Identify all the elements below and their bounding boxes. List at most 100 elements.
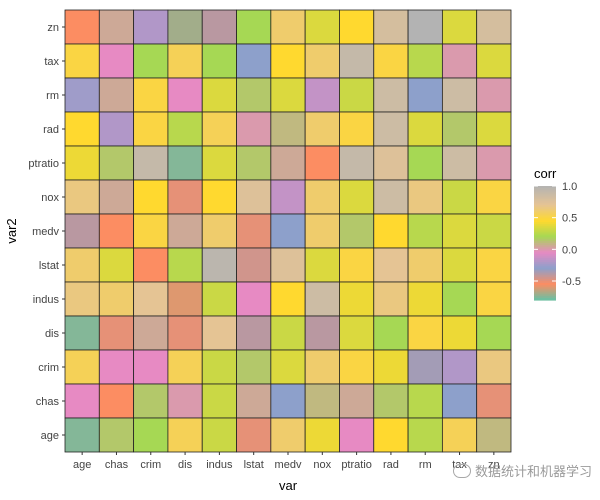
heatmap-cell-rm-dis [167,77,203,113]
legend-swatch [534,256,556,259]
legend-swatch [534,225,556,229]
heatmap-cell-nox-indus [201,179,237,215]
heatmap-cell-tax-rm [407,43,443,79]
legend-swatch [534,298,556,301]
heatmap-cell-indus-indus [201,281,237,317]
legend-swatch [534,203,556,206]
heatmap-cell-nox-rm [407,179,443,215]
heatmap-cell-indus-age [64,281,100,317]
x-tick-label-indus: indus [206,459,233,471]
heatmap-cell-nox-medv [270,179,306,215]
heatmap-cell-dis-chas [98,315,135,351]
heatmap-cell-lstat-chas [98,247,135,283]
heatmap-cell-chas-medv [270,383,306,419]
heatmap-cell-age-tax [441,417,478,453]
heatmap-cell-rad-tax [441,111,478,147]
heatmap-cell-nox-dis [167,179,203,215]
legend-swatch [534,246,556,250]
legend-swatch [534,193,556,197]
legend-ticks: 1.0 0.5 0.0 -0.5 [534,181,581,288]
x-tick-label-ptratio: ptratio [341,459,372,471]
x-tick-label-medv: medv [275,459,302,471]
legend-swatch [534,233,556,236]
heatmap-cell-indus-rm [407,281,443,317]
heatmap-cell-rad-indus [201,111,237,147]
heatmap-cell-rm-lstat [236,77,272,113]
legend-swatch [534,250,556,254]
heatmap-cell-chas-lstat [236,383,272,419]
legend-swatch [534,244,556,248]
heatmap-cell-rad-rad [373,111,409,147]
heatmap-cell-tax-chas [98,43,135,79]
legend-swatch [534,265,556,269]
legend-colorbar [534,186,556,301]
legend-swatch [534,243,556,246]
heatmap-cell-nox-tax [441,179,478,215]
legend-swatch [534,271,556,274]
heatmap-cell-zn-nox [304,9,340,45]
heatmap-cell-age-indus [201,417,237,453]
legend-swatch [534,216,556,219]
heatmap-cell-zn-age [64,9,100,45]
heatmap-cell-indus-chas [98,281,135,317]
heatmap-cell-medv-chas [98,213,135,249]
legend-swatch [534,273,556,276]
heatmap-cell-medv-indus [201,213,237,249]
x-tick-label-rm: rm [419,459,432,471]
heatmap-cell-dis-zn [476,315,512,351]
heatmap-cell-chas-indus [201,383,237,419]
heatmap-cell-nox-age [64,179,100,215]
heatmap-cell-age-rm [407,417,443,453]
heatmap-cell-medv-medv [270,213,306,249]
heatmap-cell-ptratio-zn [476,145,512,181]
heatmap-cell-rm-nox [304,77,340,113]
heatmap-cell-rm-chas [98,77,135,113]
heatmap-cell-indus-tax [441,281,478,317]
legend-tick-label: 0.5 [562,213,577,225]
heatmap-cell-rad-age [64,111,100,147]
legend-swatch [534,296,556,299]
heatmap-cell-age-age [64,417,100,453]
heatmap-cell-ptratio-age [64,145,100,181]
heatmap-cell-medv-zn [476,213,512,249]
heatmap-cell-lstat-crim [133,247,169,283]
heatmap-cell-indus-nox [304,281,340,317]
legend-swatch [534,212,556,216]
heatmap-cell-dis-medv [270,315,306,351]
heatmap-cell-lstat-rm [407,247,443,283]
legend-swatch [534,263,556,267]
heatmap-cell-rad-lstat [236,111,272,147]
heatmap-cell-age-lstat [236,417,272,453]
heatmap-cell-ptratio-lstat [236,145,272,181]
heatmap-cell-rad-nox [304,111,340,147]
heatmap-cell-dis-ptratio [339,315,375,351]
heatmap-cell-chas-ptratio [339,383,375,419]
heatmap-cell-ptratio-rad [373,145,409,181]
heatmap-cell-chas-crim [133,383,169,419]
heatmap-cell-indus-rad [373,281,409,317]
legend-swatch [534,220,556,223]
y-tick-label-chas: chas [36,396,60,408]
legend-swatch [534,239,556,242]
heatmap-cell-zn-zn [476,9,512,45]
heatmap-cell-nox-ptratio [339,179,375,215]
heatmap-cell-lstat-rad [373,247,409,283]
heatmap-cell-tax-tax [441,43,478,79]
heatmap-cell-chas-age [64,383,100,419]
heatmap-cell-crim-zn [476,349,512,385]
heatmap-cell-zn-dis [167,9,203,45]
legend-swatch [534,227,556,231]
heatmap-cell-indus-crim [133,281,169,317]
legend-swatch [534,294,556,297]
heatmap-cell-dis-crim [133,315,169,351]
x-tick-label-zn: zn [488,459,500,471]
y-tick-label-nox: nox [41,192,59,204]
wechat-icon [452,463,471,478]
heatmap-cells [64,9,512,453]
heatmap-cell-ptratio-nox [304,145,340,181]
legend-swatch [534,191,556,195]
heatmap-cell-chas-chas [98,383,135,419]
legend-swatch [534,229,556,233]
legend-swatch [534,284,556,288]
